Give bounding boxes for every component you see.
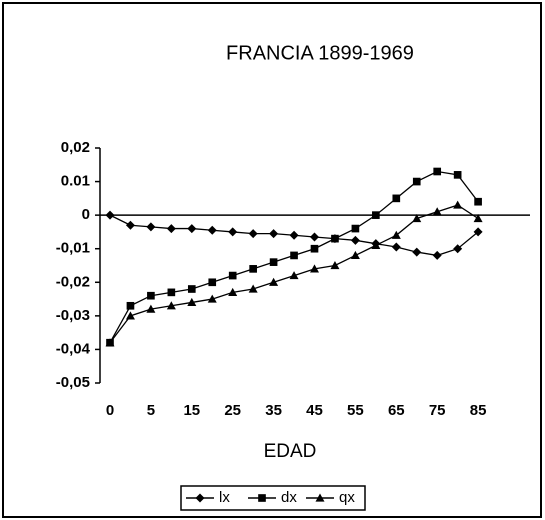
point-marker xyxy=(228,271,237,280)
point-marker xyxy=(207,294,217,303)
y-tick-label: -0,04 xyxy=(56,340,91,357)
x-tick-label: 35 xyxy=(265,402,282,419)
point-marker xyxy=(412,214,422,223)
point-marker xyxy=(105,210,115,220)
y-tick-label: -0,01 xyxy=(56,240,90,257)
point-marker xyxy=(146,304,156,313)
x-tick-label: 45 xyxy=(306,402,323,419)
chart-title: FRANCIA 1899-1969 xyxy=(226,42,414,64)
point-marker xyxy=(350,235,360,245)
legend-marker xyxy=(258,494,266,502)
point-marker xyxy=(351,224,360,233)
point-marker xyxy=(228,227,238,237)
point-marker xyxy=(269,277,279,286)
point-marker xyxy=(125,220,135,230)
point-marker xyxy=(289,230,299,240)
legend-label: qx xyxy=(339,489,355,506)
point-marker xyxy=(249,265,257,273)
point-marker xyxy=(310,232,319,242)
y-tick-label: 0.01 xyxy=(61,173,90,190)
point-marker xyxy=(372,211,380,219)
y-tick-label: -0,05 xyxy=(56,374,90,391)
point-marker xyxy=(392,194,401,203)
legend-marker xyxy=(195,493,205,503)
point-marker xyxy=(473,214,483,223)
point-marker xyxy=(330,261,340,270)
point-marker xyxy=(310,264,319,273)
point-marker xyxy=(453,244,463,254)
x-axis-label: EDAD xyxy=(264,441,317,462)
point-marker xyxy=(350,250,360,260)
legend-marker xyxy=(315,493,325,502)
point-marker xyxy=(474,197,482,206)
point-marker xyxy=(433,167,442,176)
y-tick-label: -0,02 xyxy=(56,273,90,290)
point-marker xyxy=(167,288,176,297)
point-marker xyxy=(166,301,176,310)
point-marker xyxy=(187,297,197,307)
point-marker xyxy=(269,258,278,266)
x-tick-label: 5 xyxy=(147,402,155,419)
point-marker xyxy=(391,230,401,239)
point-marker xyxy=(105,338,115,347)
point-marker xyxy=(166,224,176,234)
x-tick-label: 85 xyxy=(470,402,487,419)
x-tick-label: 55 xyxy=(347,402,364,419)
y-tick-label: 0 xyxy=(82,206,90,223)
point-marker xyxy=(473,227,483,237)
point-marker xyxy=(125,311,135,320)
point-marker xyxy=(289,271,299,280)
point-marker xyxy=(453,171,462,179)
point-marker xyxy=(290,251,298,260)
y-tick-label: 0,02 xyxy=(61,139,90,156)
point-marker xyxy=(147,291,155,300)
point-marker xyxy=(228,287,238,296)
point-marker xyxy=(391,242,401,252)
x-tick-label: 15 xyxy=(183,402,200,419)
point-marker xyxy=(146,222,156,232)
point-marker xyxy=(187,224,197,234)
x-tick-label: 65 xyxy=(388,402,405,419)
point-marker xyxy=(412,177,421,186)
legend-label: dx xyxy=(281,489,297,506)
y-tick-label: -0,03 xyxy=(56,307,90,324)
x-tick-label: 75 xyxy=(429,402,446,419)
point-marker xyxy=(126,301,135,310)
point-marker xyxy=(310,244,319,253)
point-marker xyxy=(432,250,442,260)
x-tick-label: 0 xyxy=(106,402,114,419)
point-marker xyxy=(208,278,217,287)
point-marker xyxy=(248,229,258,239)
point-marker xyxy=(269,229,279,239)
point-marker xyxy=(207,225,217,235)
legend-label: lx xyxy=(219,489,230,506)
point-marker xyxy=(432,207,442,216)
point-marker xyxy=(412,247,422,257)
point-marker xyxy=(453,200,463,209)
x-tick-label: 25 xyxy=(224,402,241,419)
point-marker xyxy=(371,240,381,249)
point-marker xyxy=(187,285,196,293)
point-marker xyxy=(248,284,258,293)
point-marker xyxy=(331,234,339,243)
